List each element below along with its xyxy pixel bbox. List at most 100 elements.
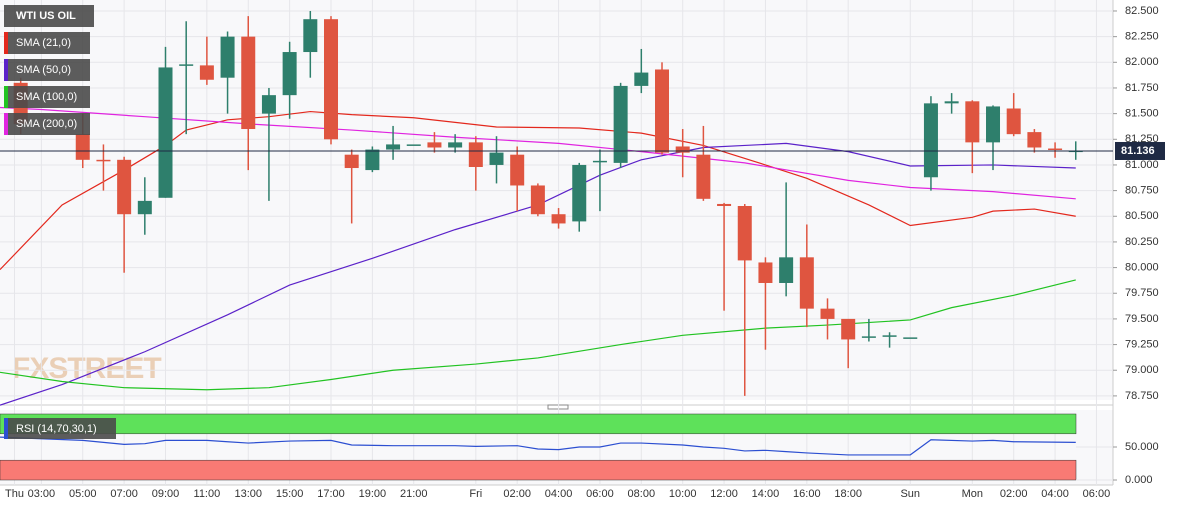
candle-body: [696, 154, 711, 199]
candle-body: [1027, 132, 1042, 148]
x-tick-label: 06:00: [586, 488, 614, 500]
x-tick-label: 04:00: [545, 488, 573, 500]
y-tick-label: 50.000: [1125, 441, 1159, 453]
candle-body: [510, 154, 525, 186]
candle-body: [758, 262, 773, 283]
legend-box: [4, 32, 90, 54]
y-tick-label: 80.500: [1125, 210, 1159, 222]
candle-body: [799, 257, 814, 309]
candle-body: [965, 101, 980, 143]
x-tick-label: 13:00: [234, 488, 262, 500]
legend-label: SMA (200,0): [16, 118, 77, 130]
candle-body: [1006, 108, 1021, 135]
legend-swatch: [4, 418, 8, 439]
indicator-line: [0, 106, 1076, 200]
x-tick-label: Mon: [962, 488, 983, 500]
x-tick-label: 15:00: [276, 488, 304, 500]
candle-body: [468, 142, 483, 168]
y-tick-label: 79.750: [1125, 287, 1159, 299]
candle-body: [944, 101, 959, 104]
candle-body: [861, 336, 876, 338]
legend-box: [4, 418, 116, 439]
candle-body: [634, 72, 649, 86]
x-tick-label: 10:00: [669, 488, 697, 500]
y-tick-label: 80.000: [1125, 261, 1159, 273]
x-tick-label: 16:00: [793, 488, 821, 500]
legend-box: [4, 59, 90, 81]
legend-label: SMA (100,0): [16, 91, 77, 103]
candle-body: [386, 144, 401, 150]
candle-body: [158, 67, 173, 198]
last-price-box: [1115, 141, 1165, 160]
legend-label: SMA (21,0): [16, 37, 71, 49]
y-tick-label: 82.000: [1125, 56, 1159, 68]
overbought-band: [0, 413, 1077, 435]
candle-body: [406, 144, 421, 146]
y-tick-label: 80.750: [1125, 185, 1159, 197]
x-tick-label: 14:00: [752, 488, 780, 500]
candle-body: [923, 103, 938, 178]
candle-body: [551, 214, 566, 224]
candle-body: [1048, 148, 1063, 151]
candle-body: [427, 142, 442, 148]
candle-body: [96, 159, 111, 162]
x-tick-label: Fri: [469, 488, 482, 500]
candle-body: [717, 203, 732, 207]
legend-box: [4, 113, 90, 135]
candle-body: [779, 257, 794, 283]
x-tick-label: 19:00: [359, 488, 387, 500]
candle-body: [882, 335, 897, 337]
y-tick-label: 79.500: [1125, 313, 1159, 325]
candle-body: [675, 146, 690, 153]
candle-body: [241, 36, 256, 130]
candle-body: [324, 19, 339, 140]
divider-handle: [547, 404, 569, 410]
x-tick-label: Sun: [900, 488, 920, 500]
candle-body: [365, 149, 380, 171]
legend-swatch: [4, 113, 8, 135]
candle-body: [820, 308, 835, 319]
x-tick-label: 04:00: [1041, 488, 1069, 500]
candle-body: [841, 318, 856, 340]
candle-body: [655, 69, 670, 153]
y-tick-label: 0.000: [1125, 474, 1153, 486]
candle-body: [489, 152, 504, 165]
candle-body: [137, 200, 152, 215]
price-panel: [0, 0, 1113, 400]
x-tick-label: 08:00: [628, 488, 656, 500]
x-tick-label: 02:00: [1000, 488, 1028, 500]
x-tick-label: 05:00: [69, 488, 97, 500]
x-tick-label: Thu: [5, 488, 24, 500]
oversold-band: [0, 459, 1077, 481]
y-tick-label: 80.250: [1125, 236, 1159, 248]
indicator-line: [0, 436, 1076, 456]
watermark: FXSTREET: [12, 352, 161, 385]
x-tick-label: 06:00: [1083, 488, 1111, 500]
candle-body: [220, 36, 235, 78]
candle-body: [117, 159, 132, 215]
legend-swatch: [4, 86, 8, 108]
candle-body: [448, 142, 463, 148]
candle-body: [530, 185, 545, 215]
x-tick-label: 09:00: [152, 488, 180, 500]
y-tick-label: 81.500: [1125, 108, 1159, 120]
chart-title: WTI US OIL: [16, 10, 76, 22]
candle-body: [344, 154, 359, 169]
candle-body: [261, 95, 276, 114]
y-tick-label: 79.000: [1125, 364, 1159, 376]
candle-body: [592, 160, 607, 163]
x-tick-label: 21:00: [400, 488, 428, 500]
legend-label: RSI (14,70,30,1): [16, 423, 97, 435]
legend-swatch: [4, 32, 8, 54]
candle-body: [903, 337, 918, 339]
candle-body: [572, 164, 587, 222]
legend-box: [4, 5, 94, 27]
candle-body: [303, 19, 318, 53]
x-tick-label: 18:00: [834, 488, 862, 500]
legend-box: [4, 86, 90, 108]
indicator-line: [0, 110, 1076, 271]
candle-body: [986, 106, 1001, 143]
candle-body: [199, 65, 214, 80]
candle-body: [282, 52, 297, 96]
